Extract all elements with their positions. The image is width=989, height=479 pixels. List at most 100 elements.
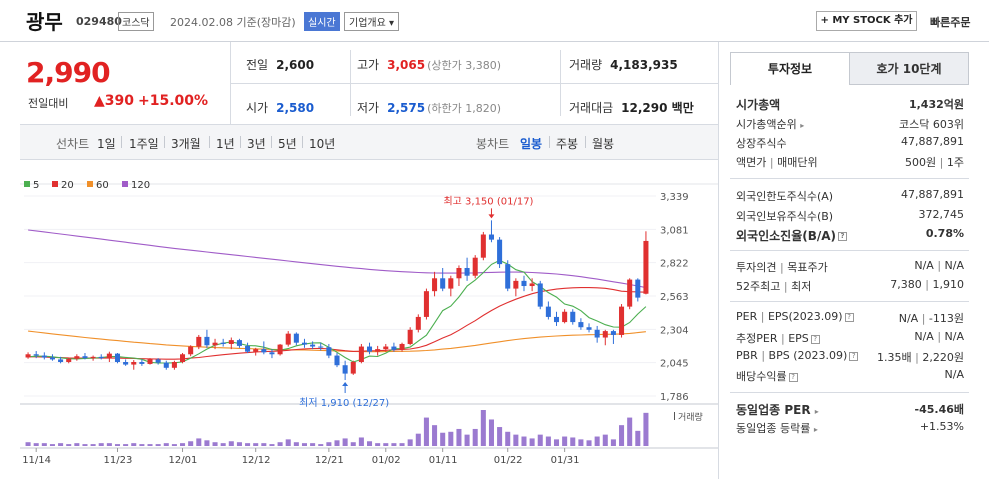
volume-bar: [586, 440, 592, 446]
candle-body: [375, 349, 381, 352]
line-chart-label: 선차트: [56, 137, 90, 151]
help-icon[interactable]: ?: [838, 232, 848, 241]
candle-body: [98, 356, 104, 359]
quick-order-link[interactable]: 빠른주문: [930, 16, 971, 29]
prev-close: 전일 2,600: [246, 58, 315, 72]
chevron-right-icon: ▸: [814, 407, 819, 416]
candle-body: [155, 359, 161, 363]
ma60-line: [28, 330, 646, 353]
pbr-row: PBR | BPS (2023.09)? 1.35배 | 2,220원: [736, 349, 964, 364]
candle-body: [602, 331, 608, 338]
cap-rank-row[interactable]: 시가총액순위 ▸ 코스닥 603위: [736, 118, 964, 131]
low-arrow-head: [342, 382, 349, 387]
volume-bar: [74, 443, 80, 446]
realtime-button[interactable]: 실시간: [304, 12, 340, 31]
y-tick-label: 2,822: [660, 259, 689, 270]
industry-rate-row[interactable]: 동일업종 등락률 ▸ +1.53%: [736, 420, 964, 435]
volume-bar: [627, 417, 633, 446]
candle-body: [635, 279, 641, 298]
volume-bar: [285, 439, 291, 446]
x-tick-label: 11/14: [22, 455, 51, 466]
period-monthly[interactable]: 월봉: [592, 137, 615, 151]
chevron-right-icon: ▸: [813, 425, 818, 434]
help-icon[interactable]: ?: [788, 372, 798, 382]
foreign-ratio-row: 외국인소진율(B/A)? 0.78%: [736, 227, 964, 243]
candle-body: [472, 257, 478, 276]
volume-bar: [456, 428, 462, 446]
period-1y[interactable]: 1년: [216, 137, 235, 151]
volume-bar: [521, 436, 527, 446]
x-tick-label: 12/21: [315, 455, 344, 466]
period-weekly[interactable]: 주봉: [556, 137, 579, 151]
tab-investment-info[interactable]: 투자정보: [730, 52, 850, 85]
period-1d[interactable]: 1일: [97, 137, 116, 151]
period-10y[interactable]: 10년: [309, 137, 336, 151]
add-my-stock-button[interactable]: + MY STOCK 추가: [816, 11, 917, 31]
volume-bar: [480, 410, 486, 446]
period-5y[interactable]: 5년: [278, 137, 297, 151]
legend-label: 20: [61, 180, 74, 191]
low-annotation: 최저 1,910 (12/27): [299, 397, 389, 409]
info-tabs: 투자정보 호가 10단계: [730, 52, 969, 85]
price-chart[interactable]: 5 20 60 120 3,339 3,081 2,822 2,563 2,304 2,045 1,…: [20, 170, 718, 479]
candle-body: [25, 354, 31, 358]
candle-body: [334, 355, 340, 366]
volume-bar: [98, 443, 104, 446]
legend-swatch: [87, 181, 93, 187]
est-per-row: 추정PER | EPS? N/A | N/A: [736, 330, 964, 345]
legend-swatch: [24, 181, 30, 187]
candle-body: [415, 316, 421, 330]
volume-bar: [163, 443, 169, 446]
help-icon[interactable]: ?: [849, 351, 859, 361]
volume-bar: [82, 444, 88, 446]
volume-bar: [472, 428, 478, 446]
candle-body: [521, 280, 527, 287]
candle-body: [212, 342, 218, 346]
volume-bar: [131, 443, 137, 446]
candle-body: [366, 346, 373, 352]
open-price: 시가 2,580: [246, 101, 315, 115]
candle-body: [643, 240, 649, 294]
volume-bar: [25, 442, 31, 446]
period-3m[interactable]: 3개월: [171, 137, 201, 151]
candle-body: [391, 346, 397, 350]
candlestick-chart-svg[interactable]: 5 20 60 120 3,339 3,081 2,822 2,563 2,304 2,045 1,…: [20, 170, 718, 479]
trade-amount: 거래대금 12,290 백만: [569, 101, 694, 115]
divider: [718, 42, 719, 479]
help-icon[interactable]: ?: [844, 312, 854, 322]
volume-label: 거래량: [678, 411, 703, 423]
candle-body: [285, 333, 291, 345]
candle-body: [578, 322, 584, 328]
period-1w[interactable]: 1주일: [129, 137, 159, 151]
candle-body: [610, 331, 616, 335]
volume-bar: [41, 443, 47, 446]
x-tick-label: 11/23: [103, 455, 132, 466]
period-3y[interactable]: 3년: [247, 137, 266, 151]
volume-bar: [358, 437, 364, 446]
market-badge: 코스닥: [118, 12, 154, 31]
per-row: PER | EPS(2023.09)? N/A | -113원: [736, 310, 964, 325]
candle-body: [253, 349, 259, 352]
industry-per-row[interactable]: 동일업종 PER ▸ -45.46배: [736, 403, 964, 417]
y-tick-label: 3,081: [660, 225, 689, 236]
candle-body: [529, 283, 535, 287]
help-icon[interactable]: ?: [810, 334, 820, 344]
candle-body: [399, 343, 405, 350]
period-daily[interactable]: 일봉: [520, 137, 543, 151]
investment-info-panel: 투자정보 호가 10단계 시가총액 1,432억원 시가총액순위 ▸ 코스닥 603…: [730, 52, 969, 479]
candle-body: [58, 359, 64, 363]
legend-swatch: [122, 181, 128, 187]
volume-bar: [204, 440, 210, 446]
company-overview-dropdown[interactable]: 기업개요 ▾: [344, 12, 399, 31]
tab-orderbook[interactable]: 호가 10단계: [849, 52, 969, 85]
candle-body: [464, 267, 470, 276]
volume-bar: [383, 443, 389, 446]
candle-body: [204, 336, 210, 346]
shares-row: 상장주식수 47,887,891: [736, 135, 964, 150]
volume-bar: [619, 425, 625, 446]
x-tick-label: 12/12: [242, 455, 271, 466]
volume-bar: [594, 436, 600, 446]
legend-label: 60: [96, 180, 109, 191]
chevron-right-icon: ▸: [800, 121, 805, 130]
stock-name[interactable]: 광무: [26, 10, 63, 34]
